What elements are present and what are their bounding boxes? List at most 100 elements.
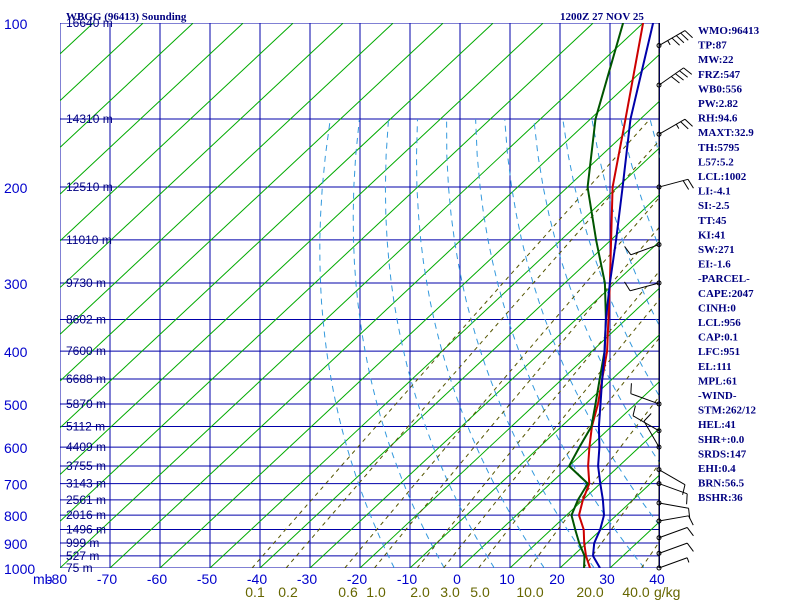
- barb-shaft: [658, 542, 688, 554]
- barb-flag: [630, 383, 632, 394]
- dry-adiabat: [475, 118, 645, 568]
- height-label: 12510 m: [66, 180, 113, 194]
- height-label: 5870 m: [66, 397, 106, 411]
- barb-flag: [632, 405, 636, 416]
- barb-station-dot: [656, 535, 662, 541]
- index-line: EHI:0.4: [698, 463, 736, 475]
- barb-shaft: [629, 282, 660, 292]
- barb-shaft: [658, 527, 688, 539]
- barb-halfflag: [675, 123, 680, 129]
- isotherm: [60, 23, 594, 522]
- barb-flag: [675, 73, 684, 81]
- barb-flag: [670, 76, 680, 84]
- mixing-ratio-label: 10.0: [516, 584, 543, 600]
- barb-flag: [671, 37, 680, 46]
- index-line: SHR+:0.0: [698, 434, 745, 446]
- temperature-tick-label: -70: [97, 571, 117, 587]
- mixing-ratio-label: 5.0: [470, 584, 490, 600]
- index-line: RH:94.6: [698, 113, 738, 125]
- temperature-tick-label: 10: [499, 571, 515, 587]
- mixing-ratio-label: 2.0: [410, 584, 430, 600]
- height-label: 527 m: [66, 549, 99, 563]
- barb-station-dot: [656, 550, 662, 556]
- isotherm: [459, 380, 660, 568]
- mixing-ratio-line: [285, 139, 660, 568]
- index-line: WB0:556: [698, 83, 743, 95]
- mixing-ratio-label: 0.6: [338, 584, 358, 600]
- barb-station-dot: [656, 242, 662, 248]
- temperature-tick-label: 0: [453, 571, 461, 587]
- wind-barb: [656, 557, 690, 571]
- index-line: BSHR:36: [698, 492, 743, 504]
- barb-flag: [624, 281, 631, 292]
- pressure-tick-label: 1000: [4, 561, 35, 577]
- barb-flag: [680, 121, 689, 130]
- dry-adiabat: [795, 119, 800, 568]
- isotherm: [60, 23, 644, 568]
- temperature-tick-label: -10: [397, 571, 417, 587]
- barb-flag: [686, 493, 688, 505]
- mixing-ratio-line: [416, 269, 660, 568]
- index-line: BRN:56.5: [698, 478, 745, 490]
- barb-station-dot: [656, 43, 662, 49]
- index-line: L57:5.2: [698, 156, 734, 168]
- barb-flag: [686, 527, 694, 537]
- height-label: 7600 m: [66, 344, 106, 358]
- temperature-tick-label: 30: [599, 571, 615, 587]
- temperature-tick-label: 40: [649, 571, 665, 587]
- barb-station-dot: [656, 131, 662, 137]
- index-line: FRZ:547: [698, 69, 741, 81]
- isotherm: [359, 286, 660, 568]
- barb-shaft: [658, 483, 688, 495]
- isotherm: [259, 193, 660, 568]
- barb-shaft: [643, 420, 660, 448]
- barb-flag: [683, 67, 693, 75]
- barb-station-dot: [656, 444, 662, 450]
- height-label: 16640 m: [66, 16, 113, 30]
- index-line: EL:111: [698, 361, 732, 373]
- barb-flag: [675, 35, 685, 44]
- wind-barb: [656, 67, 693, 88]
- isotherm: [559, 473, 660, 568]
- temperature-tick-label: -30: [297, 571, 317, 587]
- index-line: -WIND-: [698, 390, 737, 402]
- barb-halfflag: [667, 40, 671, 46]
- height-label: 8602 m: [66, 313, 106, 327]
- index-line: MPL:61: [698, 375, 737, 387]
- wind-barb: [630, 383, 662, 407]
- height-label: 75 m: [66, 561, 93, 575]
- mixing-ratio-label: 3.0: [440, 584, 460, 600]
- index-line: SRDS:147: [698, 448, 747, 460]
- barb-flag: [643, 413, 652, 422]
- barb-flag: [684, 118, 693, 127]
- height-label: 3755 m: [66, 459, 106, 473]
- pressure-tick-label: 200: [4, 180, 28, 196]
- index-line: MW:22: [698, 54, 734, 66]
- barb-station-dot: [656, 401, 662, 407]
- isotherm: [60, 23, 544, 476]
- temperature-tick-label: -40: [247, 571, 267, 587]
- barb-shaft: [658, 515, 689, 522]
- observation-time: 1200Z 27 NOV 25: [560, 11, 644, 23]
- barb-station-dot: [656, 184, 662, 190]
- mixing-ratio-line: [344, 196, 660, 568]
- axis-unit-label: mb: [33, 571, 53, 587]
- height-label: 3143 m: [66, 477, 106, 491]
- barb-station-dot: [656, 500, 662, 506]
- barb-station-dot: [656, 518, 662, 524]
- wind-barb: [656, 527, 694, 541]
- pressure-tick-label: 700: [4, 477, 28, 493]
- isotherm: [60, 23, 194, 149]
- isotherm: [60, 23, 294, 242]
- temperature-tick-label: -60: [147, 571, 167, 587]
- isotherm: [60, 23, 344, 289]
- wind-barb: [624, 280, 662, 292]
- barb-station-dot: [656, 481, 662, 487]
- barb-station-dot: [656, 82, 662, 88]
- wind-barb: [656, 118, 693, 137]
- barb-shaft: [658, 557, 688, 569]
- index-line: WMO:96413: [698, 25, 760, 37]
- wind-barbs: [624, 23, 694, 571]
- height-label: 6688 m: [66, 372, 106, 386]
